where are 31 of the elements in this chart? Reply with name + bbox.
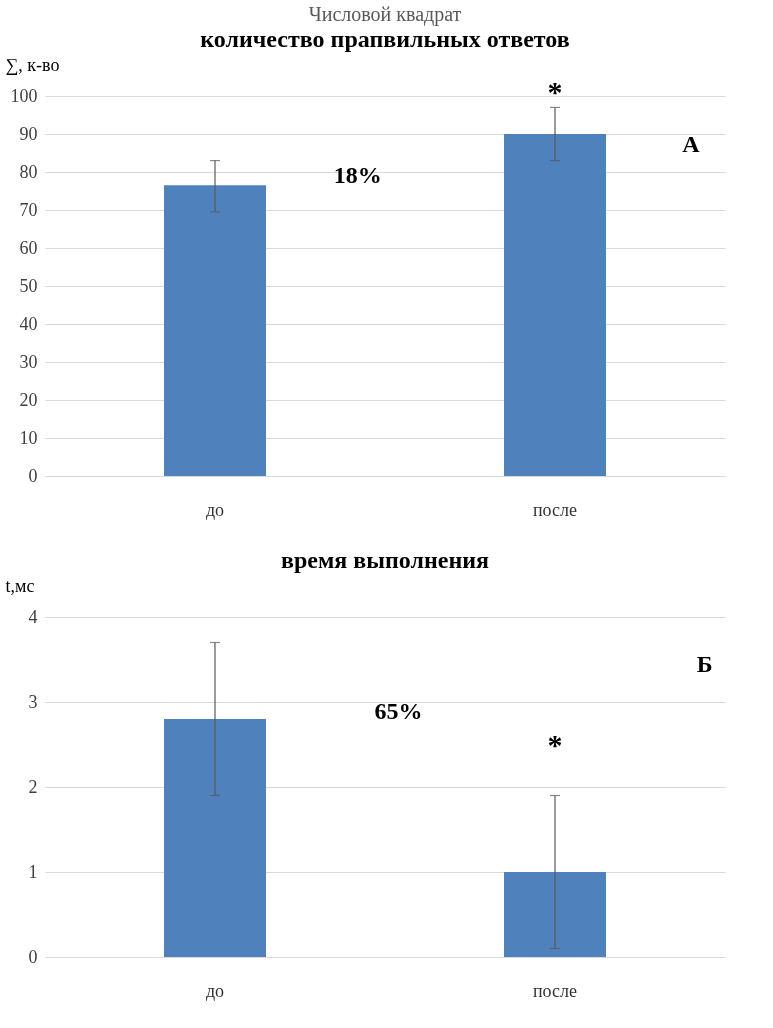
y-tick-label: 1 — [28, 861, 38, 882]
y-tick-label: 40 — [19, 313, 38, 334]
y-tick-label: 4 — [28, 606, 38, 627]
chart-title: Числовой квадрат — [308, 3, 462, 26]
y-axis-title: t,мс — [5, 575, 35, 596]
annotation: Б — [696, 650, 713, 677]
y-tick-label: 10 — [19, 427, 38, 448]
y-tick-label: 0 — [28, 946, 38, 967]
chart-title: время выполнения — [280, 547, 490, 573]
y-tick-label: 60 — [19, 237, 38, 258]
y-tick-label: 90 — [19, 123, 38, 144]
annotation: 18% — [333, 161, 382, 188]
x-tick-label: до — [205, 499, 225, 520]
y-tick-label: 80 — [19, 161, 38, 182]
annotation: А — [682, 131, 701, 158]
y-tick-label: 50 — [19, 275, 38, 296]
y-tick-label: 20 — [19, 389, 38, 410]
y-tick-label: 30 — [19, 351, 38, 372]
y-tick-label: 70 — [19, 199, 38, 220]
y-tick-label: 3 — [28, 691, 38, 712]
y-tick-label: 100 — [10, 85, 38, 106]
chart-subtitle: количество прапвильных ответов — [200, 26, 570, 52]
annotation: * — [547, 727, 563, 761]
annotation: * — [547, 75, 563, 109]
y-tick-label: 0 — [28, 465, 38, 486]
x-tick-label: после — [532, 980, 578, 1001]
y-tick-label: 2 — [28, 776, 38, 797]
annotation: 65% — [374, 698, 423, 725]
x-tick-label: после — [532, 499, 578, 520]
x-tick-label: до — [205, 980, 225, 1001]
y-axis-title: ∑, к-во — [5, 54, 60, 75]
